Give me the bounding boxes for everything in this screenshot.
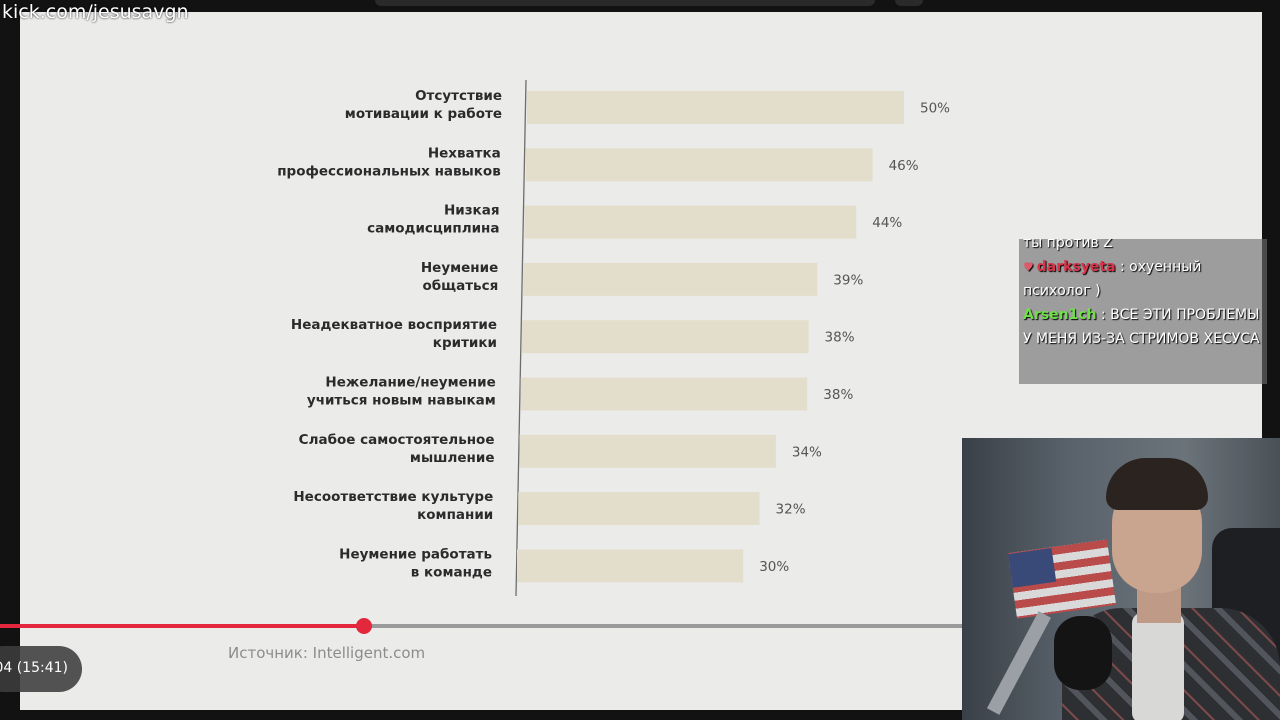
chart-bar: [524, 205, 857, 239]
chart-bar: [517, 549, 744, 583]
chart-category-line: учиться новым навыкам: [307, 393, 496, 409]
chart-value-label: 30%: [759, 559, 789, 575]
microphone-icon: [1054, 616, 1112, 690]
chart-category-label: Неадекватное восприятие критики: [291, 317, 497, 351]
video-time-box: 6:04 (15:41): [0, 646, 82, 692]
chart-category-line: мотивации к работе: [345, 106, 502, 122]
chart-bar: [525, 148, 873, 182]
chart-category-line: мышление: [410, 450, 495, 466]
streamer-shirt: [1132, 613, 1184, 720]
webcam-feed: [962, 438, 1280, 720]
chart-value-label: 46%: [889, 158, 919, 174]
video-progress-fill: [0, 624, 364, 628]
chart-axis-line: [515, 79, 527, 597]
video-progress-bar[interactable]: [0, 618, 962, 634]
chart-bar: [523, 262, 818, 296]
chart-category-label: Низкая самодисциплина: [367, 203, 499, 237]
chat-message: ♥ darksyeta : охуенный психолог ): [1019, 255, 1267, 303]
chart-category-label: Неумение работать в команде: [339, 546, 492, 580]
chart-category-line: Отсутствие: [415, 88, 502, 104]
chart-category-line: общаться: [422, 278, 498, 294]
chart-category-line: профессиональных навыков: [277, 163, 501, 179]
chart-category-line: Неадекватное восприятие: [291, 317, 497, 333]
chat-message-text: : ВСЕ ЭТИ ПРОБЛЕМЫ У МЕНЯ ИЗ-ЗА СТРИМОВ …: [1023, 307, 1260, 347]
chart-category-line: самодисциплина: [367, 221, 499, 237]
chat-username[interactable]: darksyeta: [1036, 259, 1116, 275]
chart-bar: [520, 377, 808, 411]
chart-value-label: 34%: [792, 444, 822, 460]
chart-category-line: в команде: [411, 564, 492, 580]
chart-category-line: критики: [433, 335, 497, 351]
chart-value-label: 32%: [776, 502, 806, 518]
chart-category-line: компании: [417, 507, 493, 523]
chart-source: Источник: Intelligent.com: [228, 644, 426, 662]
chart-category-line: Неумение работать: [339, 546, 492, 562]
streamer-hair: [1106, 458, 1208, 510]
stream-watermark: kick.com/jesusavgn: [2, 1, 189, 23]
top-browser-button[interactable]: [895, 0, 923, 6]
chat-message-text: ты против Z: [1023, 239, 1113, 251]
chart-category-label: Несоответствие культуре компании: [293, 489, 493, 523]
chart-category-line: Слабое самостоятельное: [299, 432, 495, 448]
chat-overlay: ты против Z ♥ darksyeta : охуенный психол…: [1019, 239, 1267, 384]
chart-bar: [518, 492, 760, 526]
top-browser-bar: [375, 0, 875, 6]
chat-message: ты против Z: [1019, 239, 1267, 255]
chart-category-label: Слабое самостоятельное мышление: [299, 432, 495, 466]
chart-bar: [527, 91, 904, 124]
chart-category-label: Неумение общаться: [421, 260, 498, 294]
flag-canton: [1007, 547, 1057, 588]
chart-bar: [519, 434, 776, 468]
video-progress-knob[interactable]: [355, 618, 372, 634]
chart-category-label: Нежелание/неумение учиться новым навыкам: [307, 375, 496, 409]
chart-category-label: Нехватка профессиональных навыков: [277, 145, 501, 179]
chat-message: Arsen1ch : ВСЕ ЭТИ ПРОБЛЕМЫ У МЕНЯ ИЗ-ЗА…: [1019, 303, 1267, 351]
chat-message-text: : охуенный психолог ): [1023, 259, 1202, 299]
chart-bar: [522, 320, 809, 354]
chart-value-label: 38%: [823, 387, 853, 403]
chart-category-label: Отсутствие мотивации к работе: [345, 88, 502, 122]
chart-value-label: 50%: [920, 101, 950, 117]
heart-icon: ♥: [1023, 260, 1034, 274]
chart-value-label: 38%: [825, 330, 855, 346]
chart-value-label: 39%: [833, 272, 863, 288]
chart-category-line: Несоответствие культуре: [293, 489, 493, 505]
chart-category-line: Неумение: [421, 260, 498, 276]
chart-category-line: Нехватка: [428, 145, 501, 161]
chart-value-label: 44%: [872, 215, 902, 231]
chat-username[interactable]: Arsen1ch: [1023, 307, 1097, 323]
video-time: 6:04 (15:41): [0, 660, 68, 676]
chart-category-line: Нежелание/неумение: [325, 375, 495, 391]
chart-category-line: Низкая: [444, 203, 500, 219]
bar-chart: 50% Отсутствие мотивации к работе 46% Нехват…: [277, 79, 950, 597]
